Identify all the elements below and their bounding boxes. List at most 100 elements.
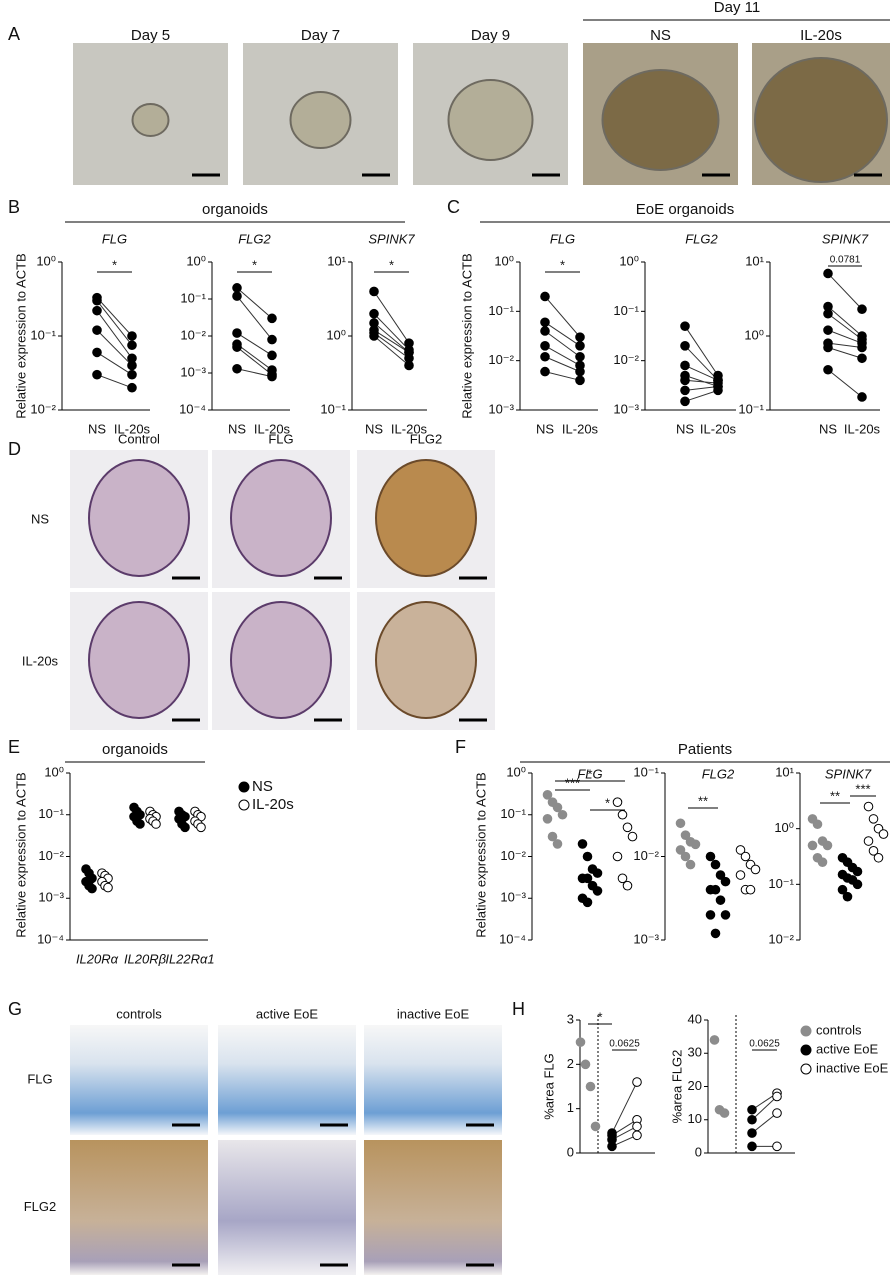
data-point: [632, 1077, 642, 1087]
legend-marker: [800, 1025, 812, 1037]
data-point: [857, 304, 867, 315]
data-point: [680, 321, 690, 331]
data-point: [196, 822, 206, 833]
pair-line: [751, 1096, 778, 1121]
data-point: [807, 840, 818, 851]
y-tick-label: 10⁰: [186, 253, 206, 268]
significance-label: *: [587, 766, 592, 781]
y-axis-label: %area FLG2: [669, 1050, 684, 1124]
data-point: [632, 1130, 642, 1141]
data-point: [540, 326, 550, 336]
data-point: [705, 851, 716, 862]
data-point: [575, 332, 585, 342]
data-point: [863, 836, 874, 846]
data-point: [92, 369, 102, 380]
pair-line: [684, 364, 719, 381]
y-tick-label: 10⁻³: [633, 931, 659, 946]
data-point: [857, 342, 867, 353]
y-tick-label: 30: [688, 1045, 702, 1060]
y-tick-label: 10⁻²: [30, 401, 56, 416]
pair-line: [684, 379, 719, 384]
panel-title: EoE organoids: [636, 201, 734, 218]
data-point: [680, 385, 690, 396]
data-point: [580, 1059, 591, 1070]
y-tick-label: 10⁻¹: [768, 876, 794, 891]
data-point: [577, 839, 588, 849]
data-point: [740, 851, 751, 862]
data-point: [680, 396, 690, 407]
panel-title: organoids: [202, 201, 268, 218]
x-tick-label: IL-20s: [562, 421, 599, 436]
column-title: active EoE: [256, 1006, 318, 1021]
data-point: [710, 928, 721, 939]
data-point: [369, 286, 379, 297]
data-point: [710, 884, 721, 895]
pair-line: [611, 1081, 638, 1134]
panel-letter: D: [8, 439, 21, 459]
significance-label: *: [597, 1009, 602, 1024]
pair-line: [544, 356, 581, 373]
significance-label: **: [698, 793, 708, 808]
y-axis-label: Relative expression to ACTB: [473, 772, 488, 937]
x-tick-label: NS: [819, 421, 837, 436]
data-point: [690, 839, 701, 850]
chart-title: SPINK7: [368, 231, 415, 246]
data-point: [735, 870, 746, 880]
data-point: [552, 802, 563, 813]
y-tick-label: 10⁻¹: [633, 764, 659, 779]
pair-line: [827, 313, 863, 340]
row-title: FLG2: [24, 1199, 57, 1214]
data-point: [575, 351, 585, 362]
data-point: [607, 1141, 617, 1152]
tissue: [131, 103, 170, 137]
data-point: [817, 857, 828, 867]
y-tick-label: 10⁻¹: [500, 806, 526, 821]
pair-line: [236, 368, 273, 378]
data-point: [837, 884, 848, 895]
data-point: [823, 342, 833, 353]
y-tick-label: 10⁻¹: [180, 290, 206, 305]
data-point: [232, 283, 242, 293]
data-point: [823, 268, 833, 279]
x-tick-label: IL-20s: [114, 421, 151, 436]
histology-image: [218, 1140, 356, 1275]
y-tick-label: 10⁻⁴: [37, 931, 64, 946]
column-title: Day 7: [301, 27, 340, 44]
column-title: Day 9: [471, 27, 510, 44]
chart-title: FLG2: [702, 766, 735, 781]
pair-line: [96, 297, 133, 337]
row-title: FLG: [27, 1071, 52, 1086]
y-tick-label: 10⁰: [744, 327, 764, 342]
data-point: [747, 1141, 757, 1152]
significance-label: *: [605, 795, 610, 810]
data-point: [720, 876, 731, 887]
data-point: [582, 897, 593, 908]
tissue: [289, 91, 352, 149]
tissue: [375, 601, 477, 719]
pair-line: [96, 351, 133, 376]
data-point: [542, 813, 553, 824]
data-point: [547, 831, 558, 842]
chart-title: FLG2: [238, 231, 271, 246]
data-point: [585, 1081, 596, 1092]
group-title: Day 11: [714, 0, 760, 16]
column-title: controls: [116, 1006, 162, 1021]
data-point: [842, 891, 853, 902]
y-tick-label: 10⁻³: [500, 890, 526, 905]
data-point: [750, 864, 761, 875]
y-tick-label: 2: [567, 1056, 574, 1071]
pair-line: [827, 329, 863, 344]
y-tick-label: 10⁻³: [38, 890, 64, 905]
pair-line: [373, 329, 410, 353]
pair-line: [684, 375, 719, 387]
data-point: [557, 809, 568, 820]
y-tick-label: 10⁻¹: [38, 806, 64, 821]
data-point: [622, 822, 633, 833]
data-point: [747, 1128, 757, 1138]
pair-line: [544, 371, 581, 381]
data-point: [592, 868, 603, 878]
data-point: [87, 883, 97, 894]
panel-letter: G: [8, 999, 22, 1019]
panel-letter: C: [447, 197, 460, 217]
data-point: [720, 910, 731, 920]
